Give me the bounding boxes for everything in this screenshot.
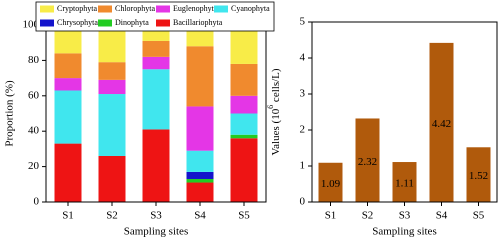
bar-segment bbox=[98, 94, 126, 156]
x-tick-label: S5 bbox=[238, 210, 250, 222]
y-axis-title-part: 6 bbox=[266, 105, 275, 109]
bar-segment bbox=[186, 46, 214, 107]
bar-segment bbox=[186, 182, 214, 202]
bar-segment bbox=[142, 69, 170, 130]
legend-label: Cryptophyta bbox=[57, 4, 97, 13]
bar-segment bbox=[54, 78, 82, 91]
legend-swatch bbox=[156, 5, 170, 13]
bar-segment bbox=[186, 178, 214, 183]
y-tick-label: 80 bbox=[28, 54, 40, 66]
bar-segment bbox=[230, 25, 258, 64]
y-axis-title-part: Values (10 bbox=[270, 108, 282, 155]
value-label: 1.52 bbox=[469, 170, 488, 182]
y-tick-label: 1 bbox=[300, 160, 306, 172]
legend-label: Bacillariophyta bbox=[173, 18, 223, 27]
value-label: 1.09 bbox=[321, 178, 341, 190]
x-tick-label: S2 bbox=[362, 210, 374, 222]
x-tick-label: S4 bbox=[194, 210, 206, 222]
y-tick-label: 60 bbox=[28, 89, 40, 101]
legend-swatch bbox=[98, 19, 112, 27]
y-tick-label: 0 bbox=[300, 196, 306, 208]
y-tick-label: 0 bbox=[34, 196, 40, 208]
legend-swatch bbox=[98, 5, 112, 13]
bar-segment bbox=[230, 138, 258, 202]
legend-swatch bbox=[214, 5, 228, 13]
legend-box bbox=[35, 1, 275, 32]
bar bbox=[392, 162, 417, 202]
bar-segment bbox=[186, 150, 214, 172]
bar-segment bbox=[186, 171, 214, 179]
plot-frame bbox=[311, 21, 498, 203]
legend-swatch bbox=[40, 5, 54, 13]
y-tick-label: 40 bbox=[28, 125, 40, 137]
legend-label: Chlorophyta bbox=[115, 4, 155, 13]
x-tick-label: S5 bbox=[473, 210, 485, 222]
bar-segment bbox=[230, 63, 258, 96]
bar bbox=[466, 147, 491, 202]
y-axis-title: Proportion (%) bbox=[4, 80, 16, 147]
x-tick-label: S4 bbox=[436, 210, 448, 222]
y-axis-title-part: cells/L) bbox=[270, 68, 282, 105]
x-axis-title: Sampling sites bbox=[124, 226, 188, 238]
x-tick-label: S3 bbox=[399, 210, 411, 222]
value-label: 2.32 bbox=[358, 156, 377, 168]
bar-segment bbox=[142, 40, 170, 57]
y-tick-label: 2 bbox=[300, 124, 306, 136]
bar-segment bbox=[142, 56, 170, 70]
legend-swatch bbox=[156, 19, 170, 27]
y-axis-title: Values (106 cells/L) bbox=[266, 68, 281, 155]
x-tick-label: S3 bbox=[150, 210, 162, 222]
legend-label: Euglenophyta bbox=[173, 4, 218, 13]
bar-segment bbox=[54, 143, 82, 202]
bar-segment bbox=[98, 62, 126, 80]
x-tick-label: S2 bbox=[106, 210, 118, 222]
bar-segment bbox=[230, 95, 258, 114]
y-tick-label: 3 bbox=[300, 88, 306, 100]
value-label: 4.42 bbox=[432, 118, 451, 130]
y-tick-label: 5 bbox=[300, 16, 306, 28]
bar-segment bbox=[98, 155, 126, 202]
legend-label: Chrysophyta bbox=[57, 18, 98, 27]
x-tick-label: S1 bbox=[325, 210, 337, 222]
y-tick-label: 4 bbox=[300, 52, 306, 64]
bar-segment bbox=[142, 129, 170, 202]
bar-segment bbox=[230, 134, 258, 139]
y-tick-label: 100 bbox=[23, 19, 40, 31]
y-tick-label: 20 bbox=[28, 160, 40, 172]
bar-segment bbox=[230, 113, 258, 135]
bar-segment bbox=[186, 106, 214, 151]
bar-segment bbox=[54, 90, 82, 144]
x-tick-label: S1 bbox=[62, 210, 74, 222]
legend-swatch bbox=[40, 19, 54, 27]
legend-label: Dinophyta bbox=[115, 18, 149, 27]
bar bbox=[318, 162, 343, 202]
bar bbox=[355, 118, 380, 202]
bar-segment bbox=[98, 79, 126, 95]
bar bbox=[429, 42, 454, 202]
x-axis-title: Sampling sites bbox=[372, 226, 436, 238]
value-label: 1.11 bbox=[395, 178, 414, 190]
bar-segment bbox=[54, 53, 82, 79]
legend-label: Cyanophyta bbox=[231, 4, 270, 13]
